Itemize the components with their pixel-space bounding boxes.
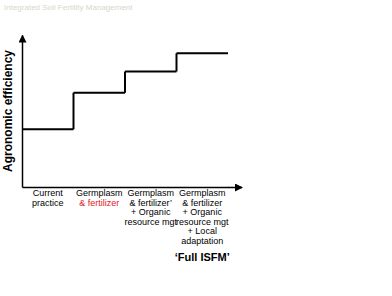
- x-axis-arrow: [228, 187, 242, 189]
- x-tick-label: Current: [33, 188, 64, 198]
- annotation: ‘Full ISFM’: [175, 251, 230, 263]
- step-level: [125, 70, 177, 72]
- x-tick-label: Germplasm: [76, 188, 123, 198]
- x-tick-label: + Organic: [183, 207, 223, 217]
- step-level: [22, 128, 74, 130]
- x-tick-label: practice: [32, 198, 64, 208]
- chart: Integrated Soil Fertility Management Agro…: [0, 0, 392, 296]
- x-tick-label: adaptation: [181, 236, 223, 246]
- step-level: [177, 52, 229, 54]
- step-level: [74, 92, 126, 94]
- step-riser: [124, 71, 126, 92]
- x-tick-label: & fertilizer: [182, 198, 222, 208]
- x-tick-label: & fertilizer’: [130, 198, 172, 208]
- y-axis: [22, 36, 23, 188]
- title: Integrated Soil Fertility Management: [4, 3, 133, 12]
- marks: [22, 53, 228, 129]
- y-axis-title: Agronomic efficiency: [1, 50, 15, 172]
- x-tick-label: + Local: [188, 226, 217, 236]
- y-axis-line: [22, 36, 24, 188]
- x-tick-label: resource mgt: [124, 217, 177, 227]
- x-tick-label: Germplasm: [179, 188, 226, 198]
- x-tick-label: Germplasm: [127, 188, 174, 198]
- x-tick-label: + Organic: [131, 207, 171, 217]
- x-tick-label: resource mgt: [176, 217, 229, 227]
- step-riser: [73, 93, 75, 129]
- x-tick-label: & fertilizer: [79, 198, 119, 208]
- step-riser: [176, 53, 178, 71]
